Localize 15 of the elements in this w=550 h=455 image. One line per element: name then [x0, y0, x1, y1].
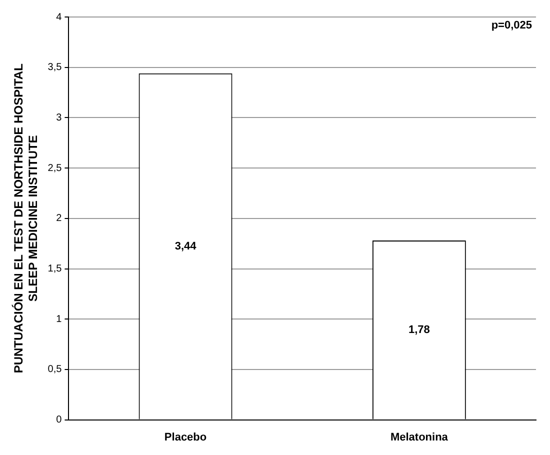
y-tick-label: 1 [56, 314, 62, 325]
data-label: 1,78 [408, 324, 430, 336]
y-tick-label: 0 [56, 414, 62, 426]
x-tick-label: Placebo [164, 431, 207, 444]
y-tick-label: 2 [56, 213, 62, 224]
y-tick-label: 4 [56, 12, 62, 23]
y-tick-label: 2,5 [48, 162, 62, 174]
x-tick-label: Melatonina [390, 431, 449, 444]
y-tick-label: 1,5 [48, 264, 62, 274]
data-label: 3,44 [174, 240, 198, 252]
y-tick-label: 0,5 [48, 364, 62, 376]
y-axis-title: PUNTUACIÓN EN EL TEST DE NORTHSIDE HOSPITAL SLEEP MEDICINE INSTITUTE [12, 64, 40, 374]
y-tick-label: 3,5 [48, 62, 62, 74]
annotation: p=0,025 [491, 20, 532, 32]
y-tick-label: 3 [56, 112, 62, 124]
